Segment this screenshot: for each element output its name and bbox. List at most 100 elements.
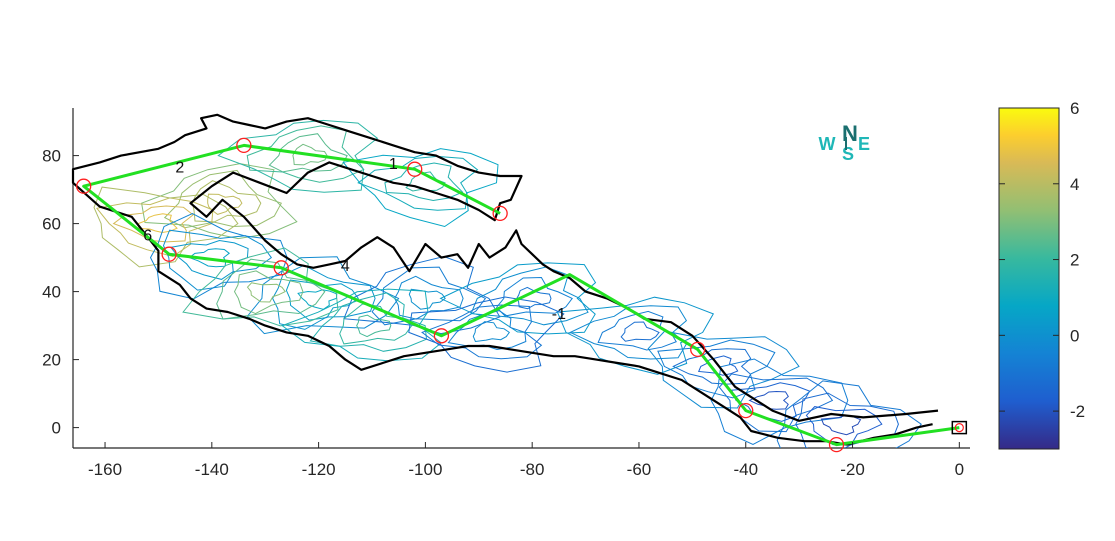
contour-lines: [93, 119, 922, 448]
start-marker-circle: [954, 423, 964, 433]
waypoint-marker: [407, 161, 423, 177]
x-tick-label: -140: [195, 460, 229, 479]
contour-line: [356, 314, 392, 338]
contour-line: [163, 169, 283, 229]
x-tick-label: -120: [302, 460, 336, 479]
waypoint-marker: [433, 328, 450, 344]
contour-line: [672, 348, 752, 385]
contour-value-label: 2: [175, 160, 184, 177]
compass-north: N: [842, 121, 858, 146]
waypoint-marker: [738, 402, 754, 419]
colorbar-tick-label: 0: [1070, 326, 1079, 345]
contour-value-label: 4: [341, 258, 350, 275]
colorbar: -2 0 2 4 6: [998, 99, 1085, 450]
y-tick-label: 40: [42, 283, 61, 302]
contour-line: [162, 229, 273, 291]
start-marker: [951, 420, 968, 435]
contour-line: [297, 289, 338, 310]
route-path-group: [82, 143, 960, 447]
x-tick-label: -100: [408, 460, 442, 479]
boundary-line: [71, 113, 939, 446]
waypoint-marker: [828, 436, 845, 453]
colorbar-tick-label: -2: [1070, 402, 1085, 421]
contour-line: [556, 296, 715, 375]
route-path: [82, 143, 960, 447]
contour-line: [217, 119, 379, 193]
contour-value-label: 1: [389, 156, 398, 173]
x-tick-label: 0: [955, 460, 964, 479]
contour-line: [421, 304, 543, 360]
contour-line: [371, 266, 487, 326]
contour-labels: 2 1 6 4 -1: [143, 156, 566, 323]
waypoint-marker: [690, 341, 706, 358]
contour-line: [246, 256, 400, 335]
x-tick-label: -40: [733, 460, 758, 479]
contour-line: [730, 382, 811, 422]
contour-line: [657, 339, 776, 399]
waypoint-markers: [76, 137, 968, 453]
contour-line: [207, 193, 243, 215]
contour-line: [268, 133, 348, 173]
contour-line: [272, 264, 376, 330]
waypoint-marker: [492, 205, 508, 222]
x-tick-label: -20: [840, 460, 865, 479]
contour-line: [569, 305, 688, 360]
contour-line: [93, 186, 239, 268]
compass-east: E: [858, 134, 870, 154]
contour-line: [470, 266, 589, 326]
contour-line: [394, 275, 464, 320]
waypoint-marker: [161, 246, 177, 262]
y-tick-label: 60: [42, 215, 61, 234]
contour-line: [285, 279, 360, 321]
contour-line: [597, 310, 677, 351]
contour-line: [405, 171, 446, 192]
contour-line: [357, 155, 479, 211]
contour-line: [95, 197, 214, 257]
contour-line: [805, 406, 883, 446]
waypoint-marker: [273, 260, 289, 276]
x-tick-label: -60: [627, 460, 652, 479]
waypoint-marker: [236, 137, 252, 154]
contour-line: [472, 321, 511, 343]
x-tick-label: -80: [520, 460, 545, 479]
y-tick-label: 0: [52, 419, 61, 438]
contour-line: [191, 180, 262, 223]
contour-value-label: 6: [143, 228, 152, 245]
waypoint-marker: [76, 178, 92, 194]
contour-line: [233, 270, 304, 315]
contour-line: [710, 358, 849, 445]
colorbar-tick-label: 6: [1070, 99, 1079, 118]
colorbar-ticks: -2 0 2 4 6: [999, 99, 1085, 421]
contour-line: [112, 205, 194, 243]
colorbar-gradient: [998, 107, 1060, 450]
contour-line: [408, 288, 446, 310]
contour-line: [169, 239, 249, 280]
contour-line: [620, 321, 660, 342]
colorbar-tick-label: 2: [1070, 251, 1079, 270]
y-axis-ticks: 0 20 40 60 80: [42, 147, 79, 438]
contour-line: [408, 296, 565, 373]
x-tick-label: -160: [88, 460, 122, 479]
y-tick-label: 20: [42, 351, 61, 370]
y-tick-label: 80: [42, 147, 61, 166]
x-axis-ticks: -160 -140 -120 -100 -80 -60 -40 -20 0: [88, 442, 964, 479]
contour-line: [342, 148, 499, 228]
terrain-boundary: [71, 113, 939, 446]
contour-line: [748, 390, 789, 410]
contour-line: [820, 414, 862, 436]
contour-line: [718, 373, 834, 433]
contour-line: [292, 143, 328, 166]
contour-line: [182, 247, 339, 327]
compass-south: S: [842, 144, 854, 164]
contour-line: [246, 125, 365, 183]
compass-west: W: [819, 134, 836, 154]
contour-line: [697, 355, 739, 376]
contour-line: [246, 282, 286, 303]
contour-line: [149, 212, 288, 300]
contour-line: [384, 162, 464, 202]
contour-line: [309, 292, 428, 352]
contour-value-label: -1: [552, 306, 566, 323]
compass-icon: N W E S: [819, 121, 871, 164]
colorbar-tick-label: 4: [1070, 175, 1079, 194]
